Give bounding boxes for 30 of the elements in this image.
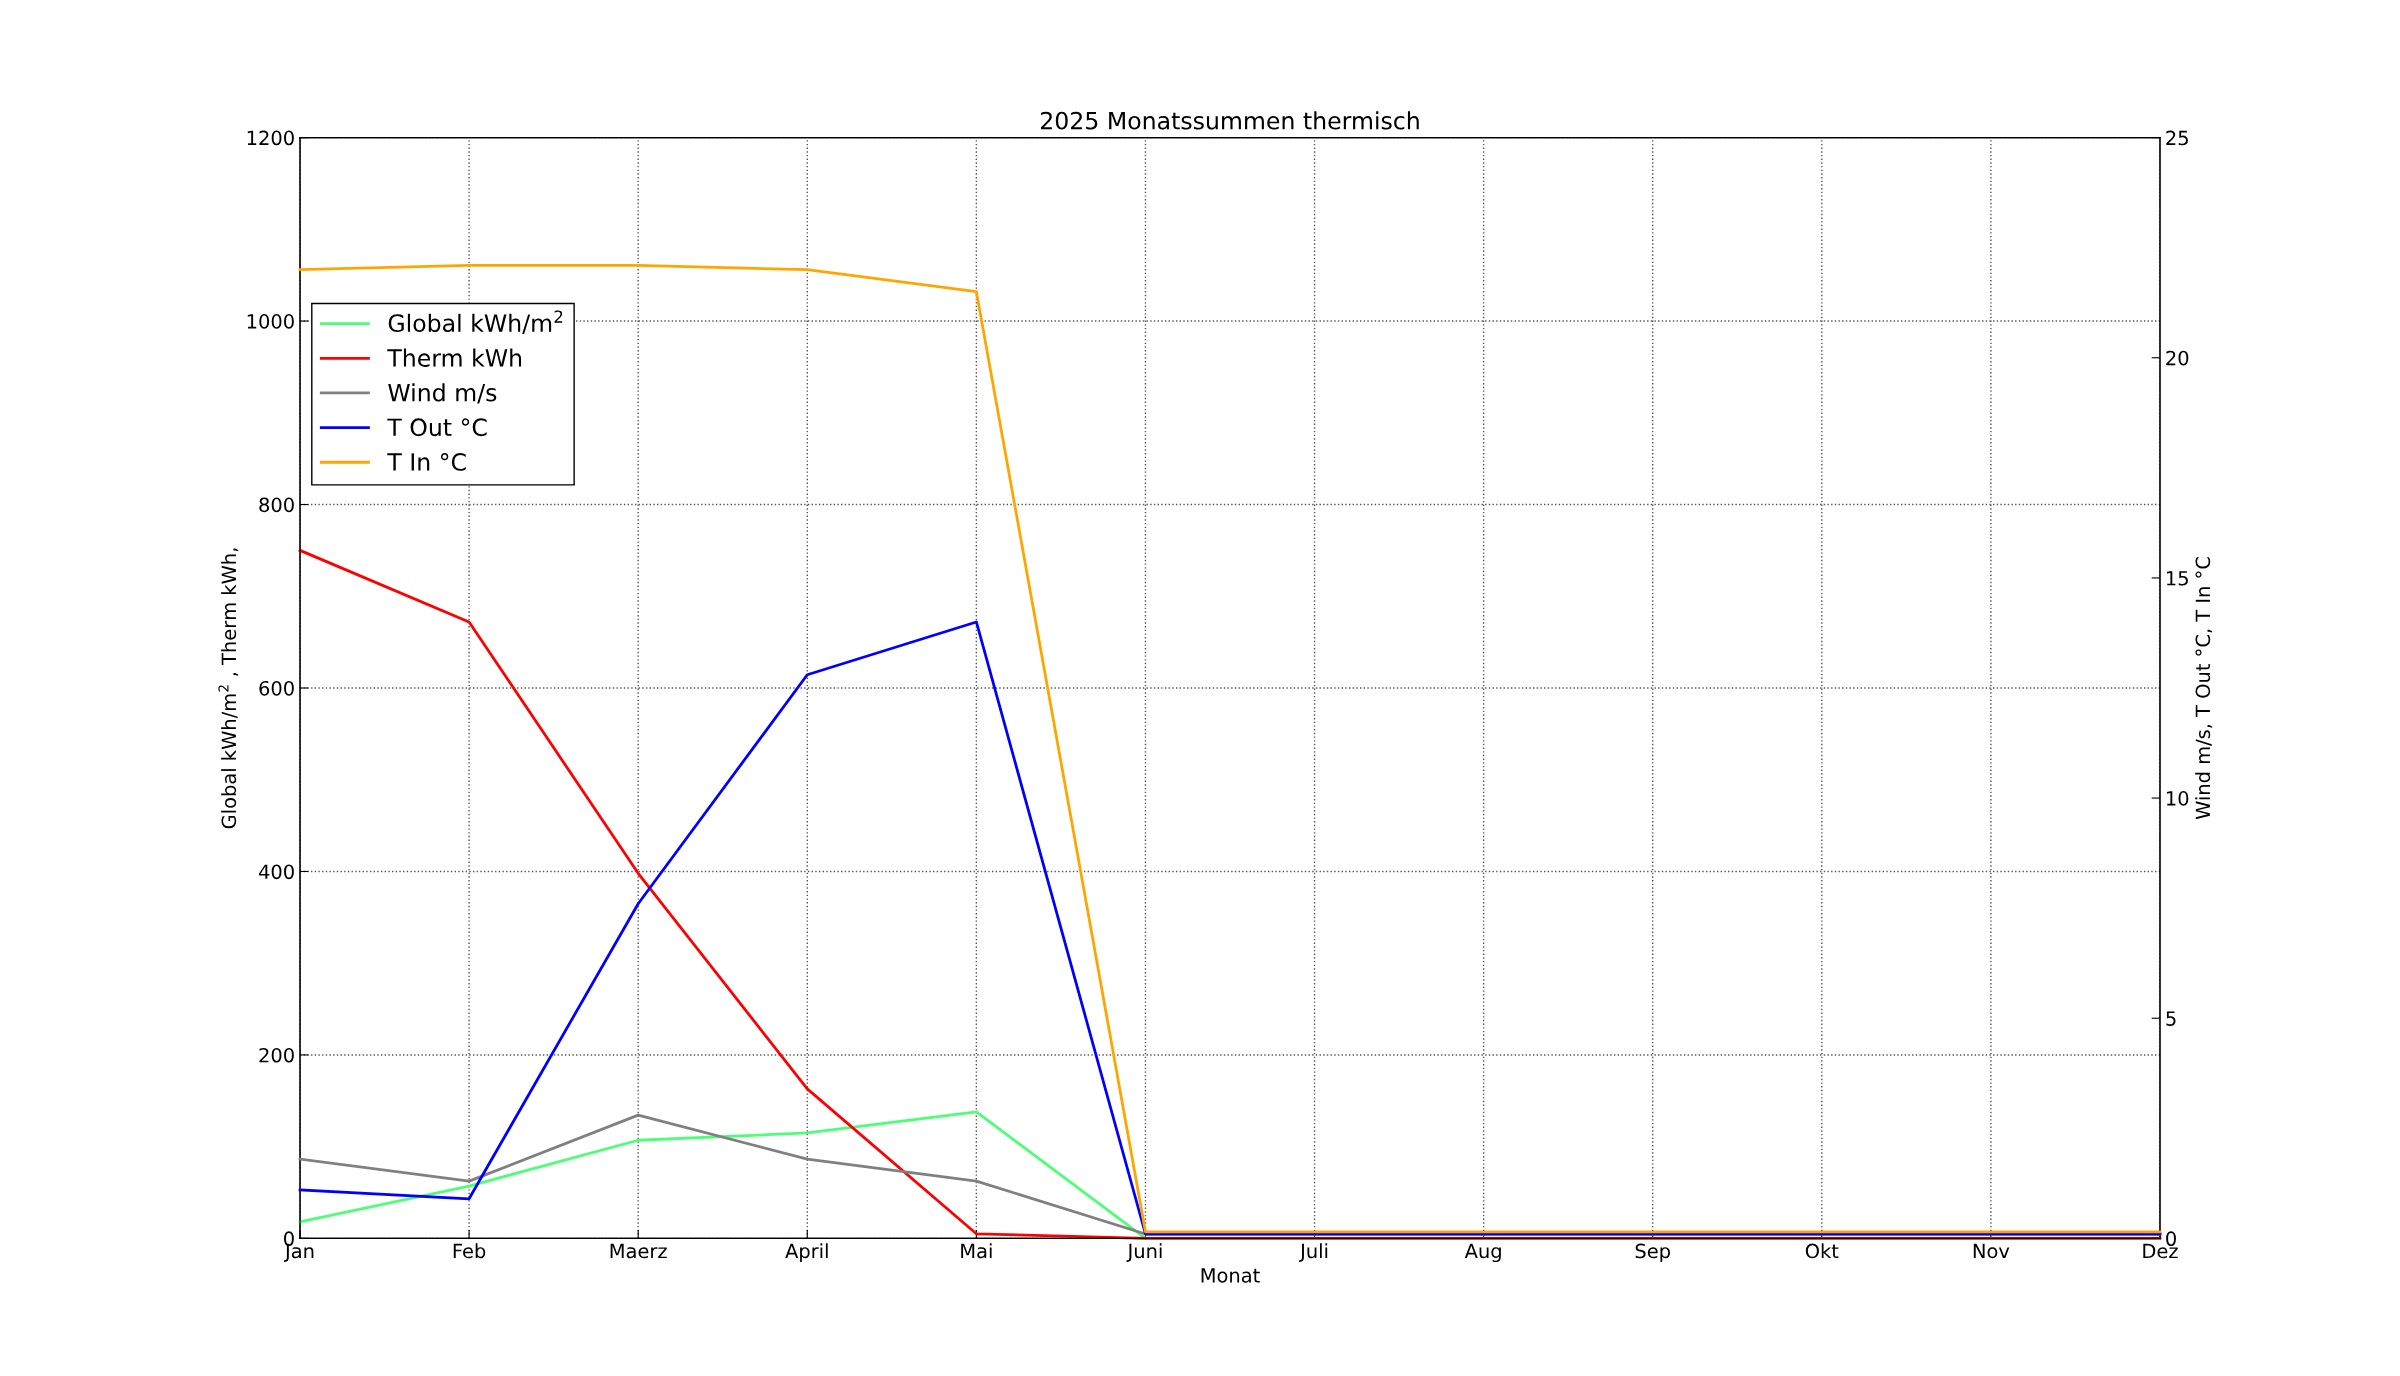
y-tick-label: 1000 [247, 314, 294, 329]
x-tick-label: Sep [1635, 1243, 1670, 1263]
x-axis-title: Monat [1201, 1268, 1260, 1283]
legend-label: Wind m/s [388, 383, 497, 404]
x-tick-label: Maerz [610, 1243, 667, 1259]
y-tick-label: 600 [259, 680, 294, 696]
y2-axis-title: Wind m/s, T Out °C, T In °C [2195, 557, 2213, 820]
x-tick-label: Okt [1805, 1243, 1839, 1259]
y-tick-label: 800 [259, 497, 294, 513]
x-tick-label: Juni [1126, 1243, 1162, 1262]
chart-title: 2025 Monatssummen thermisch [1040, 111, 1419, 130]
y2-tick-label: 25 [2166, 130, 2188, 146]
x-tick-label: Nov [1973, 1243, 2010, 1259]
x-tick-label: April [785, 1243, 828, 1263]
legend-label: Global kWh/m$^{2}$ [388, 310, 563, 334]
legend-label: T In °C [387, 453, 466, 471]
y2-tick-label: 15 [2167, 571, 2188, 586]
x-tick-label: Juli [1299, 1243, 1328, 1262]
y-tick-label: 400 [258, 864, 294, 880]
y-axis-title: Global kWh/m$^{2}$ , Therm kWh, [218, 548, 239, 829]
y-tick-label: 1200 [247, 130, 294, 146]
x-tick-label: Aug [1464, 1243, 1501, 1263]
x-tick-label: Feb [453, 1243, 486, 1259]
y2-tick-label: 20 [2166, 350, 2189, 366]
x-tick-label: Mai [961, 1243, 992, 1259]
y2-tick-label: 10 [2167, 791, 2189, 806]
legend-label: T Out °C [387, 418, 487, 437]
y-tick-label: 200 [259, 1047, 294, 1063]
y2-tick-label: 5 [2166, 1011, 2176, 1026]
legend-label: Therm kWh [387, 348, 522, 367]
